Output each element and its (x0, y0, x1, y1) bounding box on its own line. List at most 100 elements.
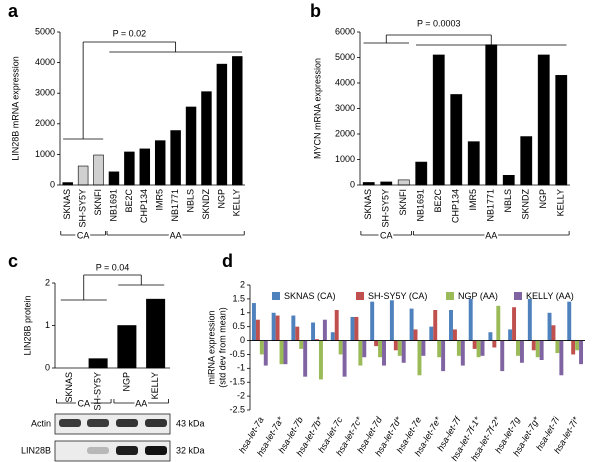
y-tick-label: 4000 (35, 57, 55, 67)
x-tick-label: KELLY (556, 189, 566, 216)
p-value: P = 0.02 (113, 28, 147, 38)
y-tick-label: 1 (240, 307, 245, 317)
y-tick-label: 2 (240, 279, 245, 289)
bar (185, 106, 197, 186)
group-label: AA (135, 398, 147, 408)
bar (502, 175, 515, 186)
blot-band (87, 419, 109, 427)
panel-letter: d (222, 251, 233, 271)
x-tick-label: NGP (121, 372, 131, 392)
y-tick-label: 2000 (335, 128, 355, 138)
bar (124, 151, 135, 186)
bar (575, 340, 580, 351)
bar (519, 340, 524, 363)
panel-letter: c (8, 251, 18, 271)
bar (567, 301, 572, 341)
bar (330, 332, 335, 341)
x-tick-label: KELLY (232, 189, 242, 216)
bar (527, 298, 532, 341)
x-tick-label: NBLS (185, 189, 195, 213)
y-axis-label: MYCN mRNA expression (312, 58, 322, 159)
bar (472, 340, 477, 349)
bar (488, 332, 493, 341)
bar (251, 303, 256, 341)
blot-frame (54, 413, 171, 435)
bar (255, 319, 260, 341)
y-tick-label: 2000 (35, 118, 55, 128)
x-tick-label: SKNFI (93, 189, 103, 216)
bar (535, 340, 540, 358)
bar (334, 310, 339, 341)
bar (389, 300, 394, 341)
bar (201, 91, 212, 186)
x-tick-label: IMR5 (468, 189, 478, 211)
legend-label: KELLY (AA) (526, 291, 574, 301)
blot-band (116, 419, 138, 427)
x-tick-label: NB1691 (108, 189, 118, 222)
bar (437, 340, 442, 358)
y-tick-label: 6000 (335, 26, 355, 36)
bar (456, 340, 461, 356)
y-tick-label: 2 (45, 277, 50, 287)
y-tick-label: -1.5 (229, 377, 245, 387)
y-tick-label: 1000 (335, 154, 355, 164)
bar (378, 340, 383, 358)
x-tick-label: NGP (216, 189, 226, 209)
blot-size: 43 kDa (176, 418, 205, 428)
x-tick-label: SKNDZ (521, 189, 531, 220)
bar (393, 340, 398, 351)
p-value: P = 0.04 (96, 262, 130, 272)
x-tick-label: SH-SY5Y (78, 189, 88, 228)
y-tick-label: 3000 (35, 88, 55, 98)
blot-band (59, 419, 81, 427)
group-label: AA (485, 230, 497, 240)
bar (318, 340, 323, 380)
legend-label: SKNAS (CA) (284, 291, 336, 301)
blot-label: LIN28B (21, 445, 51, 455)
bar (311, 322, 316, 341)
x-tick-label: KELLY (150, 372, 160, 399)
bar (88, 358, 108, 369)
bar (432, 54, 445, 186)
x-tick-label: NGP (538, 189, 548, 209)
bar (342, 340, 347, 377)
y-tick-label: 1000 (35, 149, 55, 159)
bar (500, 340, 505, 372)
bar (415, 161, 428, 186)
blot-frame (54, 440, 171, 462)
bar (508, 329, 513, 341)
bar (492, 340, 497, 348)
bar (315, 339, 319, 341)
x-tick-label: CHP134 (451, 189, 461, 223)
bar (322, 319, 327, 341)
bar (571, 340, 576, 355)
bar (433, 310, 438, 341)
bar (537, 54, 550, 186)
bar (579, 340, 584, 365)
bar (397, 179, 410, 186)
bar (539, 340, 544, 360)
western-blot: Actin LIN28B 43 kDa 32 kDa (21, 413, 205, 462)
group-label: CA (77, 398, 90, 408)
y-tick-label: -2 (237, 390, 245, 400)
bar (555, 75, 568, 186)
bar (358, 340, 363, 366)
bar (382, 340, 386, 366)
y-tick-label: 5000 (35, 26, 55, 36)
bar (413, 329, 418, 341)
panel-letter: a (8, 1, 19, 21)
bar (291, 315, 296, 341)
bar (520, 136, 533, 186)
bar (551, 325, 556, 341)
group-label: AA (170, 230, 182, 240)
y-tick-label: 0.5 (232, 321, 245, 331)
bar (417, 340, 422, 376)
y-axis-label: LIN28B protein (22, 295, 32, 355)
bar (559, 340, 564, 376)
bar (271, 312, 276, 341)
bar (259, 340, 264, 355)
bar (397, 340, 402, 356)
x-tick-label: NB1771 (486, 189, 496, 222)
x-tick-label: SKNDZ (201, 189, 211, 220)
